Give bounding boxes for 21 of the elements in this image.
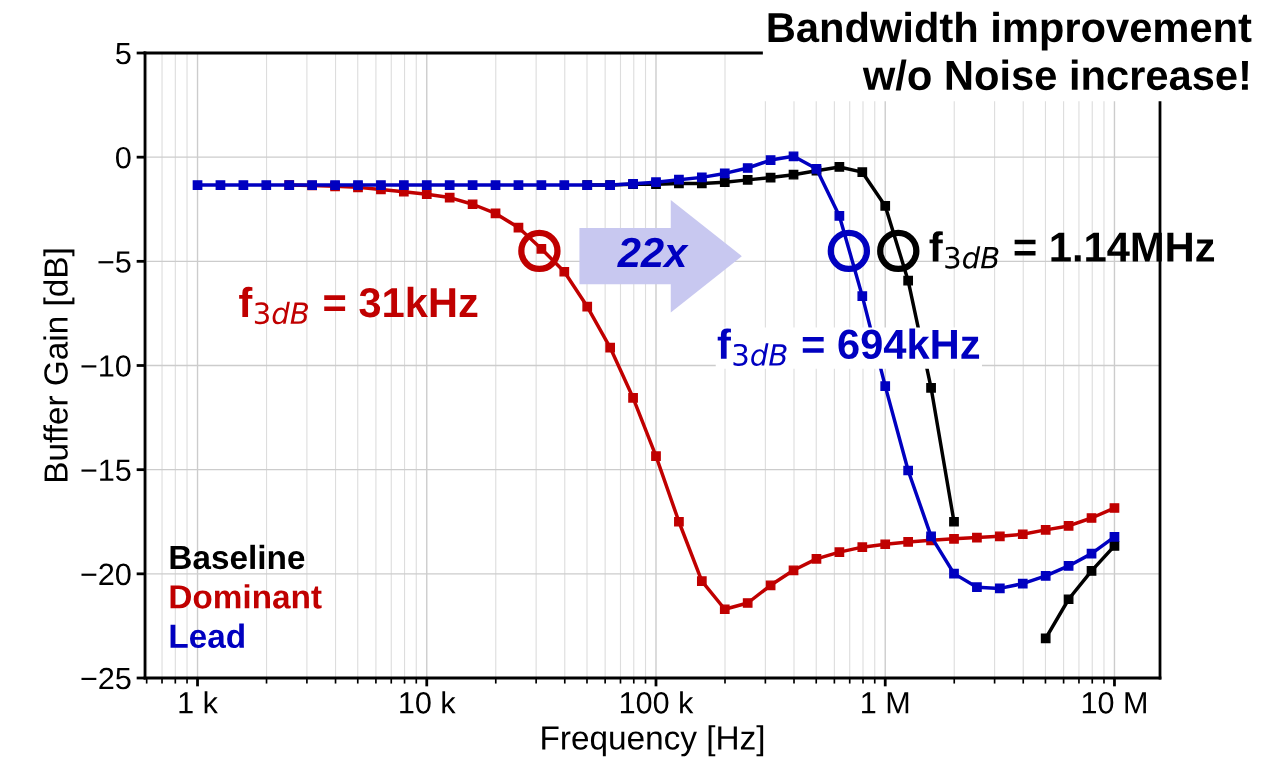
annotation: f$_{3dB}$ = 694kHz <box>717 328 980 366</box>
x-tick-label: 10 k <box>400 691 456 714</box>
annotation: f$_{3dB}$ = 31kHz <box>239 286 478 325</box>
x-tick-label: 1 k <box>179 691 218 714</box>
y-tick-label: −5 <box>98 251 131 273</box>
y-tick-label: 5 <box>116 43 131 65</box>
x-tick-label: 100 k <box>620 691 694 714</box>
y-tick-label: −25 <box>81 667 131 690</box>
y-axis-title: Buffer Gain [dB] <box>43 249 75 482</box>
x-axis-title: Frequency [Hz] <box>542 725 764 757</box>
y-tick-label: −20 <box>81 563 131 586</box>
chart-title: Bandwidth improvement w/o Noise increase! <box>768 11 1252 91</box>
text: Baseline <box>170 544 305 570</box>
text: Lead <box>170 623 244 649</box>
annotation: 22x <box>617 237 689 267</box>
x-tick-label: 1 M <box>862 692 909 714</box>
x-tick-label: 10 M <box>1082 692 1146 714</box>
y-tick-label: 0 <box>116 146 131 169</box>
text: Dominant <box>170 584 322 609</box>
y-tick-label: −10 <box>81 355 131 377</box>
y-tick-label: −15 <box>81 459 131 482</box>
